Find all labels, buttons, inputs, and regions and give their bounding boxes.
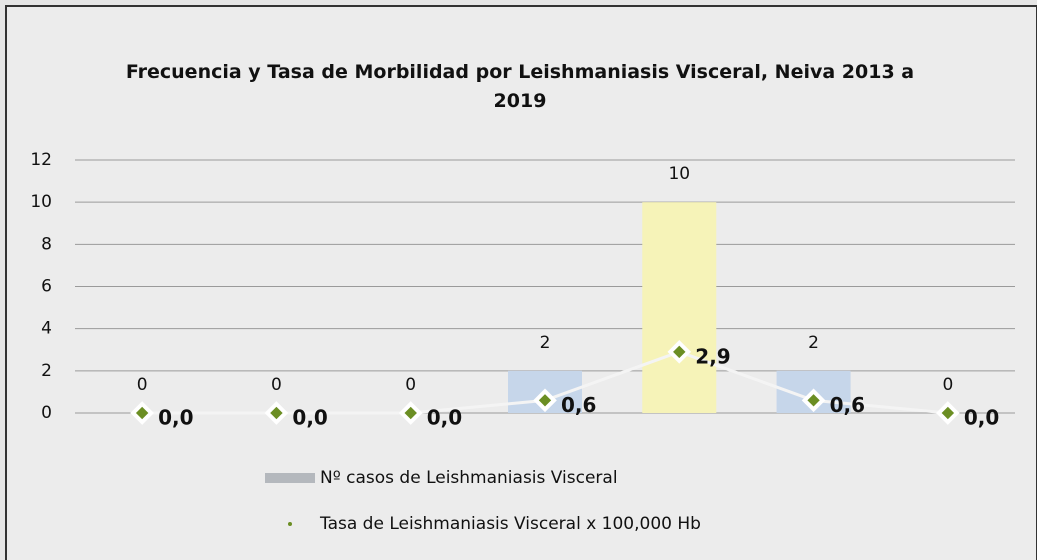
bar-value-label: 0 — [405, 375, 416, 395]
line-marker — [130, 401, 154, 425]
bar-value-label: 10 — [668, 164, 690, 184]
bar-value-label: 0 — [271, 375, 282, 395]
legend-label: Tasa de Leishmaniasis Visceral x 100,000… — [319, 514, 701, 534]
y-tick-label: 0 — [41, 403, 52, 423]
line-marker — [801, 388, 826, 413]
bar-value-label: 0 — [137, 375, 148, 395]
chart-background — [5, 5, 1037, 560]
y-tick-label: 2 — [41, 361, 52, 381]
line-value-label: 0,6 — [561, 393, 596, 417]
line-value-label: 0,0 — [158, 406, 193, 430]
line-value-label: 0,0 — [964, 406, 999, 430]
line-marker — [533, 388, 557, 413]
line-marker — [936, 401, 960, 425]
bar-value-label: 2 — [540, 333, 551, 353]
bar-value-label: 2 — [808, 333, 819, 353]
line-value-label: 0,0 — [292, 406, 327, 430]
bar — [642, 202, 717, 413]
line-marker — [667, 340, 692, 364]
y-tick-label: 4 — [41, 319, 52, 339]
legend-swatch — [265, 473, 315, 483]
bar-value-label: 0 — [942, 375, 953, 395]
line-marker — [398, 401, 423, 425]
line-value-label: 0,0 — [427, 406, 462, 430]
line-value-label: 0,6 — [830, 393, 865, 417]
chart-title: Frecuencia y Tasa de Morbilidad por Leis… — [125, 61, 915, 112]
y-tick-label: 6 — [41, 277, 52, 297]
y-tick-label: 12 — [30, 150, 52, 170]
y-tick-label: 8 — [41, 234, 52, 254]
y-tick-label: 10 — [30, 192, 52, 212]
legend-swatch — [288, 522, 292, 526]
line-marker — [264, 401, 289, 425]
line-value-label: 2,9 — [695, 344, 730, 368]
legend-label: Nº casos de Leishmaniasis Visceral — [320, 468, 618, 488]
